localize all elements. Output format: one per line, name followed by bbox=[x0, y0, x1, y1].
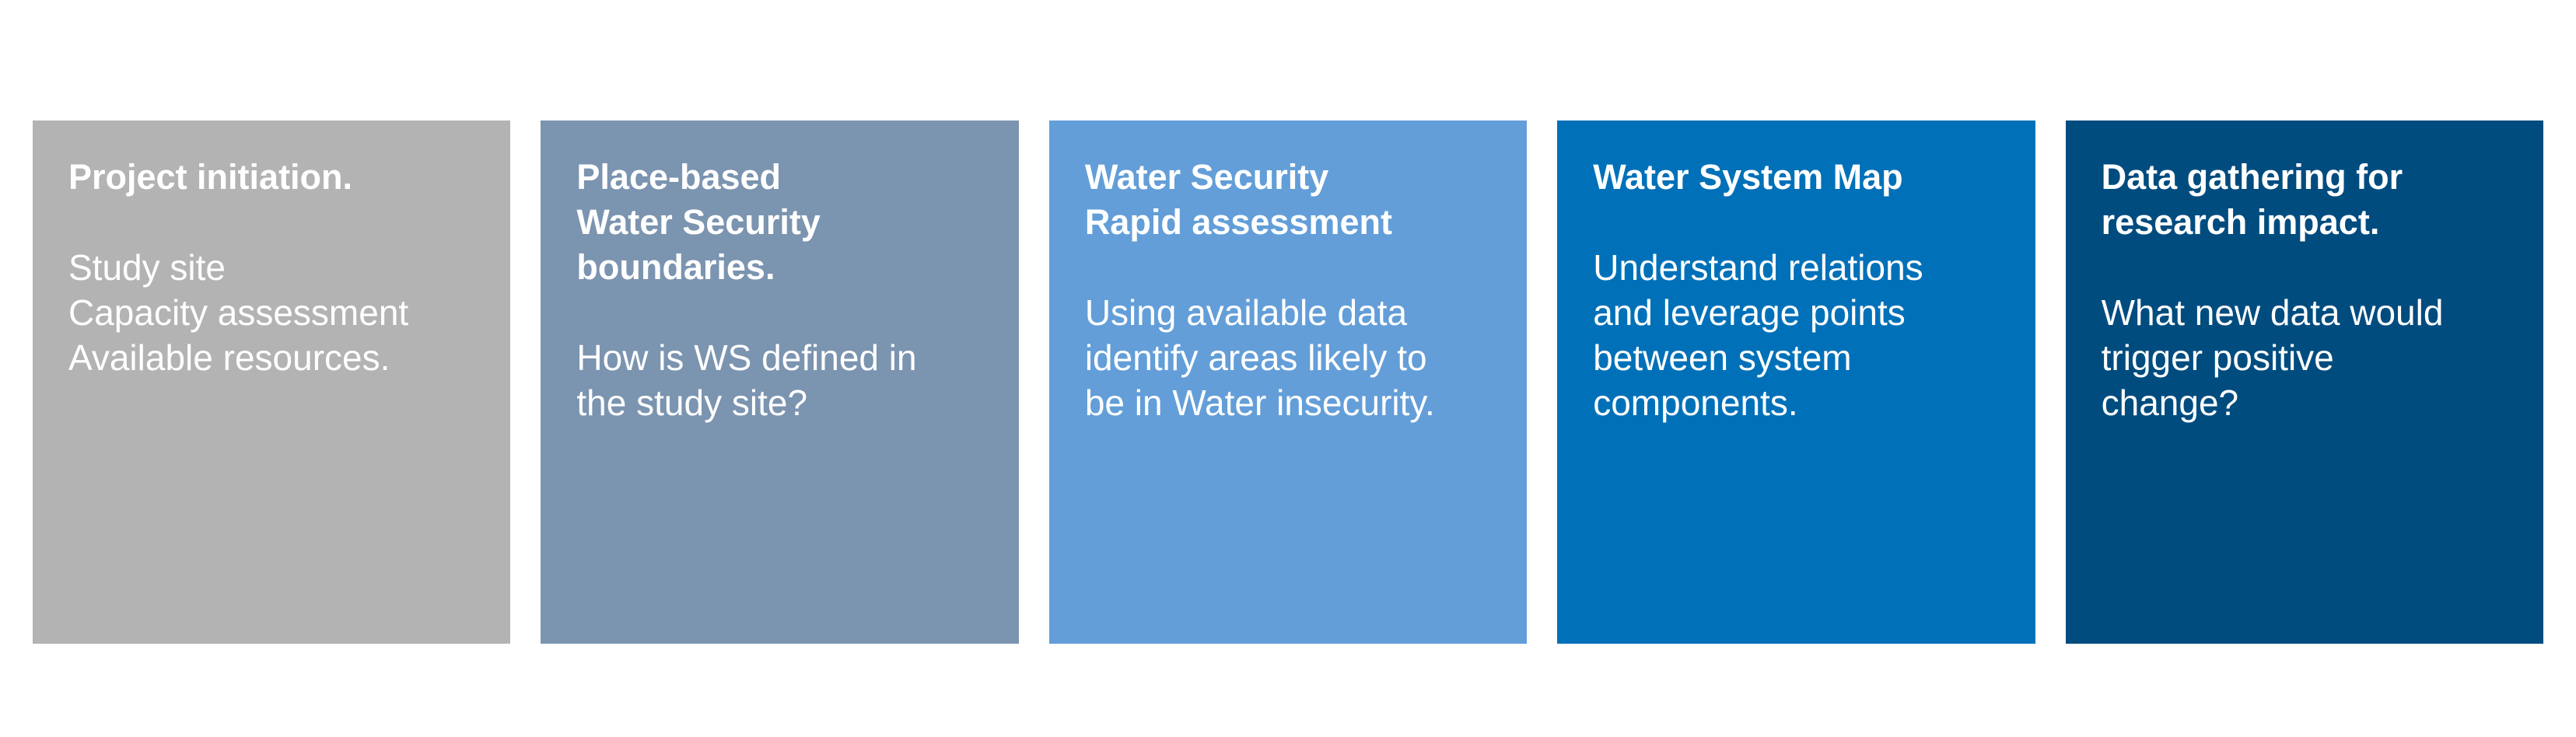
stage-title: Water System Map bbox=[1593, 157, 1903, 197]
stage-panel-water-system-map: Water System Map Understand relations an… bbox=[1557, 121, 2035, 644]
stage-description: Using available data identify areas like… bbox=[1084, 292, 1435, 423]
stage-panels: Project initiation. Study site Capacity … bbox=[33, 121, 2544, 644]
stage-description: Understand relations and leverage points… bbox=[1593, 247, 1923, 423]
stage-description: What new data would trigger positive cha… bbox=[2101, 292, 2444, 423]
stage-panel-project-initiation: Project initiation. Study site Capacity … bbox=[33, 121, 511, 644]
stage-description: Study site Capacity assessment Available… bbox=[68, 247, 409, 378]
stage-panel-water-security-boundaries: Place-based Water Security boundaries. H… bbox=[541, 121, 1019, 644]
stage-panel-rapid-assessment: Water Security Rapid assessment Using av… bbox=[1048, 121, 1528, 644]
stage-title: Project initiation. bbox=[68, 157, 353, 197]
stage-title: Data gathering for research impact. bbox=[2101, 157, 2403, 242]
stage-title: Water Security Rapid assessment bbox=[1084, 157, 1392, 242]
stage-panel-data-gathering: Data gathering for research impact. What… bbox=[2065, 121, 2544, 644]
stage-description: How is WS defined in the study site? bbox=[576, 337, 917, 423]
stage-title: Place-based Water Security boundaries. bbox=[576, 157, 821, 287]
